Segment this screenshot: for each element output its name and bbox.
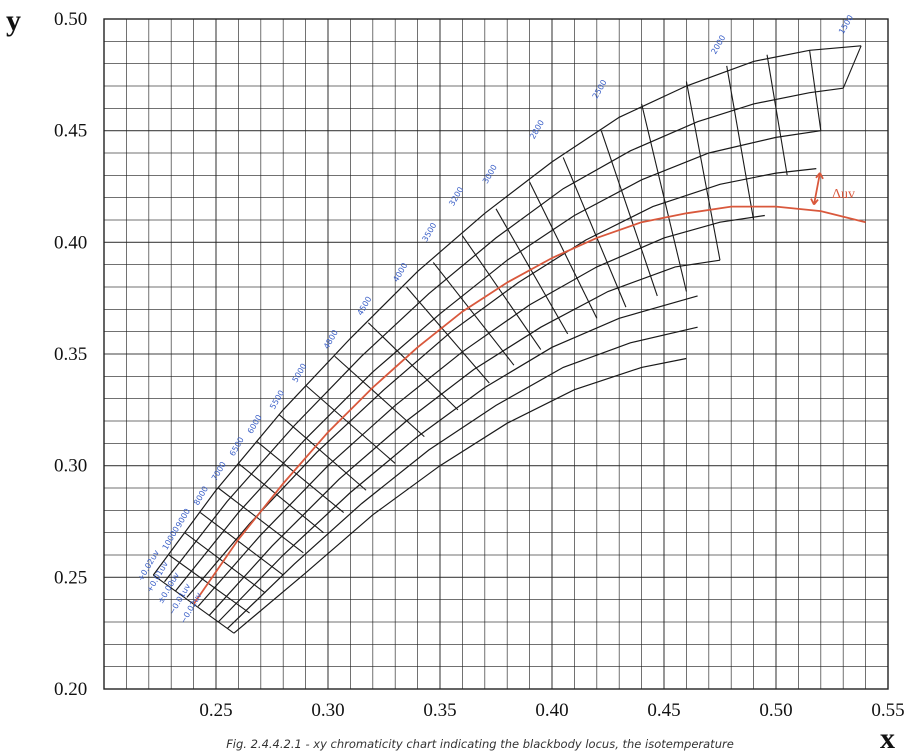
isotemperature-label: 2000	[709, 34, 727, 56]
duv-curve	[226, 326, 698, 630]
x-tick-label: 0.30	[311, 700, 344, 721]
y-tick-label: 0.30	[54, 456, 87, 477]
isotemperature-line	[809, 50, 822, 131]
isotemperature-label: 1500	[837, 14, 855, 36]
duv-curve	[217, 295, 698, 623]
duv-curve	[152, 45, 862, 576]
y-tick-label: 0.25	[54, 567, 87, 588]
isotemperature-line	[432, 262, 515, 366]
isotemperature-label: 2800	[528, 118, 546, 140]
isotemperature-line	[334, 355, 425, 438]
y-tick-label: 0.50	[54, 9, 87, 30]
isotemperature-line	[562, 157, 627, 308]
y-tick-label: 0.40	[54, 232, 87, 253]
isotemperature-label: 3500	[420, 221, 438, 243]
isotemperature-line	[600, 130, 658, 297]
blackbody-locus-layer	[192, 205, 866, 605]
grid-layer	[104, 19, 888, 689]
y-tick-label: 0.45	[54, 121, 87, 142]
plot-frame	[103, 18, 889, 690]
isotemperature-line	[641, 103, 687, 292]
isotemperature-line	[529, 181, 598, 319]
x-tick-label: 0.25	[199, 700, 232, 721]
isotemperature-line	[461, 235, 542, 350]
isotemperature-line	[238, 463, 324, 534]
annotation-layer: Δuv	[810, 172, 855, 206]
x-tick-label: 0.55	[871, 700, 904, 721]
duv-curve	[208, 259, 721, 616]
x-tick-label: 0.45	[647, 700, 680, 721]
isotemperature-line	[152, 574, 235, 634]
x-tick-label: 0.35	[423, 700, 456, 721]
isotemperature-line	[766, 54, 788, 176]
isotemperature-label: 6500	[228, 436, 246, 458]
duv-curve	[233, 357, 687, 634]
duv-curve	[186, 168, 817, 598]
x-tick-label: 0.50	[759, 700, 792, 721]
figure-caption: Fig. 2.4.4.2.1 - xy chromaticity chart i…	[226, 737, 734, 751]
y-tick-label: 0.20	[54, 679, 87, 700]
blackbody-locus-line	[192, 205, 866, 605]
isotemperature-line	[726, 65, 755, 221]
isotemperature-line	[255, 440, 345, 513]
duv-curves-layer	[152, 45, 862, 634]
duv-annotation: Δuv	[832, 187, 855, 202]
isotemperature-label: 3000	[481, 163, 499, 185]
isotemperature-line	[217, 487, 304, 554]
tick-labels-layer: 0.25 0.30 0.35 0.40 0.45 0.50 0.55 0.50 0.45 0.40…	[54, 9, 905, 721]
isotemperature-line	[199, 512, 284, 576]
isotemperature-label: 4500	[356, 295, 374, 317]
duv-curve	[197, 214, 765, 607]
isotemperature-line	[842, 45, 862, 89]
y-axis-label: y	[6, 4, 21, 37]
isotemperature-line	[184, 532, 266, 594]
isotemperature-line	[685, 81, 721, 261]
isotemperature-label: 2500	[591, 78, 609, 100]
isotemperature-line	[367, 322, 459, 411]
x-axis-label: x	[880, 722, 895, 753]
x-tick-label: 0.40	[535, 700, 568, 721]
duv-arrow-icon	[810, 172, 824, 206]
duv-curve	[175, 130, 821, 592]
duv-curve	[164, 87, 844, 583]
y-tick-label: 0.35	[54, 344, 87, 365]
